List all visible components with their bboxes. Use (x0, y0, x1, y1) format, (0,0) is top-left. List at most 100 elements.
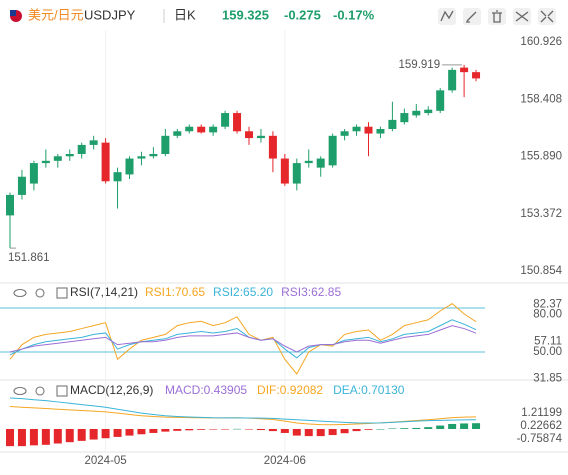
macd-bar (280, 428, 289, 433)
legend-entry: RSI3:62.85 (281, 285, 341, 299)
settings-icon[interactable] (35, 288, 45, 298)
toolbar-button[interactable] (538, 8, 556, 25)
y-tick-label: 82.37 (533, 299, 562, 311)
macd-bar (125, 428, 134, 436)
macd-bar (29, 428, 38, 446)
legend-entry: DEA:0.70130 (333, 383, 405, 397)
macd-bar (364, 428, 373, 430)
toolbar-button[interactable] (488, 8, 506, 25)
candle-body (400, 113, 409, 123)
tool-icon-fullscreen (540, 10, 554, 23)
macd-bar (340, 428, 349, 434)
macd-bar (17, 428, 26, 447)
toolbar-button[interactable] (438, 8, 456, 25)
candle-body (125, 158, 134, 175)
macd-bar (388, 428, 397, 429)
period[interactable]: 日K (174, 7, 196, 22)
macd-bar (41, 428, 50, 445)
legend-entry: RSI1:70.65 (145, 285, 205, 299)
y-tick-label: 150.854 (520, 265, 562, 277)
macd-title: MACD(12,26,9) (70, 383, 153, 397)
tool-icon-delete (492, 10, 502, 23)
y-tick-label: 158.408 (520, 93, 562, 105)
candle-body (364, 126, 373, 134)
candle-body (65, 153, 74, 157)
rsi-line (9, 325, 477, 353)
eye-icon[interactable] (13, 386, 27, 396)
macd-bar (197, 428, 206, 430)
candle-body (280, 158, 289, 184)
macd-bar (77, 428, 86, 441)
macd-bar (448, 423, 457, 429)
legend-entry: DIF:0.92082 (257, 383, 323, 397)
settings-icon[interactable] (35, 386, 45, 396)
candle-body (352, 126, 361, 132)
macd-bar (113, 428, 122, 437)
macd-bar (376, 428, 385, 430)
macd-bar (412, 427, 421, 429)
candle-body (161, 135, 170, 154)
x-tick-label: 2024-06 (264, 455, 306, 467)
candle-body (472, 72, 481, 79)
macd-bar (268, 428, 277, 432)
y-tick-label: 50.00 (533, 346, 562, 358)
macd-bar (161, 428, 170, 432)
candle-body (268, 135, 277, 159)
candle-body (376, 128, 385, 134)
min-price-label: 151.861 (8, 252, 50, 264)
candle-body (388, 119, 397, 129)
rsi-line (9, 303, 477, 375)
pair-name: 美元/日元 (28, 7, 84, 22)
last-price: 159.325 (222, 7, 269, 22)
flag-icon-canton (10, 10, 16, 16)
y-tick-label: 80.00 (533, 309, 562, 321)
rsi-title: RSI(7,14,21) (70, 285, 138, 299)
macd-bar (245, 428, 253, 430)
y-tick-label: -0.75874 (517, 433, 563, 445)
candle-body (6, 194, 14, 216)
candle-body (256, 135, 265, 139)
candle-body (17, 176, 26, 195)
macd-bar (173, 428, 182, 431)
macd-bar (149, 428, 158, 433)
candle-body (137, 156, 146, 159)
rsi-line (9, 319, 477, 359)
candle-body (292, 163, 301, 184)
tool-icon-reset (515, 11, 529, 22)
candle-body (113, 172, 122, 182)
macd-bar (328, 428, 337, 436)
price-change-pct: -0.17% (333, 7, 375, 22)
candle-body (221, 113, 230, 127)
candle-body (197, 126, 206, 133)
macd-bar (221, 428, 230, 430)
candle-body (316, 158, 325, 168)
candle-body (412, 110, 421, 116)
candle-body (436, 90, 445, 111)
expand-icon[interactable] (56, 385, 68, 397)
macd-bar (101, 428, 110, 439)
macd-bar (424, 427, 433, 429)
candle-body (53, 156, 62, 161)
candle-body (340, 131, 349, 136)
tool-icon-indicator (440, 10, 454, 22)
candle-body (29, 163, 38, 184)
macd-line (9, 397, 477, 424)
macd-bar (185, 428, 194, 431)
expand-icon[interactable] (56, 287, 68, 299)
y-tick-label: 1.21199 (521, 407, 562, 419)
candle-body (245, 131, 253, 139)
macd-bar (472, 423, 481, 429)
macd-bar (292, 428, 301, 436)
macd-bar (233, 428, 242, 430)
candle-body (77, 144, 86, 154)
candle-body (233, 113, 242, 132)
candle-body (424, 109, 433, 114)
candle-body (460, 67, 469, 73)
symbol: USDJPY (84, 7, 136, 22)
candle-body (209, 126, 218, 133)
eye-icon[interactable] (13, 288, 27, 298)
legend-entry: RSI2:65.20 (213, 285, 273, 299)
y-tick-label: 57.11 (534, 336, 562, 348)
